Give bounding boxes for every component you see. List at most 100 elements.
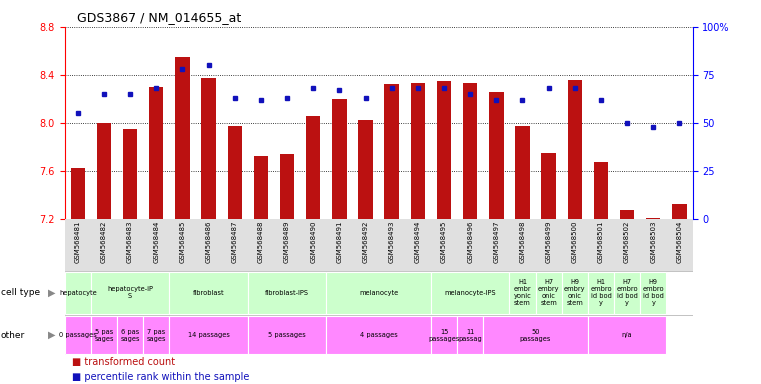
Bar [411, 83, 425, 219]
Text: 0 passages: 0 passages [59, 332, 97, 338]
Text: GSM568498: GSM568498 [520, 220, 526, 263]
Bar [253, 157, 268, 219]
Bar [280, 154, 295, 219]
Bar [228, 126, 242, 219]
Bar [91, 316, 117, 354]
Text: GSM568484: GSM568484 [153, 220, 159, 263]
Bar [437, 81, 451, 219]
Bar [562, 271, 587, 314]
Text: H9
embro
id bod
y: H9 embro id bod y [642, 279, 664, 306]
Text: GSM568481: GSM568481 [75, 220, 81, 263]
Text: GSM568489: GSM568489 [284, 220, 290, 263]
Bar [431, 316, 457, 354]
Text: GSM568493: GSM568493 [389, 220, 395, 263]
Text: GSM568501: GSM568501 [598, 220, 604, 263]
Bar [306, 116, 320, 219]
Text: n/a: n/a [622, 332, 632, 338]
Bar [169, 316, 248, 354]
Bar [326, 271, 431, 314]
Text: GSM568497: GSM568497 [493, 220, 499, 263]
Text: 14 passages: 14 passages [188, 332, 230, 338]
Text: GSM568487: GSM568487 [231, 220, 237, 263]
Text: ▶: ▶ [48, 288, 56, 298]
Text: GSM568491: GSM568491 [336, 220, 342, 263]
Bar [646, 218, 661, 219]
Bar [65, 316, 91, 354]
Text: 7 pas
sages: 7 pas sages [147, 329, 166, 341]
Bar [71, 169, 85, 219]
Text: GDS3867 / NM_014655_at: GDS3867 / NM_014655_at [78, 11, 241, 24]
Text: GSM568499: GSM568499 [546, 220, 552, 263]
Text: GSM568504: GSM568504 [677, 220, 683, 263]
Bar [672, 204, 686, 219]
Text: 5 passages: 5 passages [268, 332, 306, 338]
Text: 50
passages: 50 passages [520, 329, 551, 341]
Bar [358, 121, 373, 219]
Text: GSM568488: GSM568488 [258, 220, 264, 263]
Text: 15
passages: 15 passages [428, 329, 460, 341]
Bar [483, 316, 588, 354]
Text: 11
passag: 11 passag [458, 329, 482, 341]
Text: GSM568503: GSM568503 [650, 220, 656, 263]
Text: other: other [1, 331, 25, 339]
Bar [431, 271, 509, 314]
Text: hepatocyte-iP
S: hepatocyte-iP S [107, 286, 153, 299]
Bar [248, 316, 326, 354]
Text: GSM568486: GSM568486 [205, 220, 212, 263]
Text: GSM568494: GSM568494 [415, 220, 421, 263]
Text: H7
embro
id bod
y: H7 embro id bod y [616, 279, 638, 306]
Bar [588, 316, 667, 354]
Text: GSM568492: GSM568492 [362, 220, 368, 263]
Text: fibroblast-IPS: fibroblast-IPS [265, 290, 309, 296]
Bar [457, 316, 483, 354]
Text: GSM568490: GSM568490 [310, 220, 317, 263]
Bar [91, 271, 170, 314]
Text: GSM568482: GSM568482 [101, 220, 107, 263]
Bar [620, 210, 635, 219]
Text: GSM568496: GSM568496 [467, 220, 473, 263]
Text: H7
embry
onic
stem: H7 embry onic stem [538, 279, 559, 306]
Bar [541, 153, 556, 219]
Bar [515, 126, 530, 219]
Bar [463, 83, 477, 219]
Text: GSM568485: GSM568485 [180, 220, 186, 263]
Bar [489, 92, 504, 219]
Bar [509, 271, 536, 314]
Bar [326, 316, 431, 354]
Bar [117, 316, 143, 354]
Text: fibroblast: fibroblast [193, 290, 224, 296]
Bar [536, 271, 562, 314]
Bar [65, 271, 91, 314]
Bar [588, 271, 614, 314]
Text: ■ transformed count: ■ transformed count [72, 358, 176, 367]
Bar [175, 57, 189, 219]
Bar [169, 271, 248, 314]
Text: H1
embr
yonic
stem: H1 embr yonic stem [514, 279, 531, 306]
Bar [640, 271, 667, 314]
Text: H9
embry
onic
stem: H9 embry onic stem [564, 279, 585, 306]
Text: ▶: ▶ [48, 330, 56, 340]
Text: GSM568495: GSM568495 [441, 220, 447, 263]
Text: melanocyte: melanocyte [359, 290, 398, 296]
Bar [202, 78, 216, 219]
Bar [149, 87, 164, 219]
Text: GSM568502: GSM568502 [624, 220, 630, 263]
Bar [248, 271, 326, 314]
Bar [594, 162, 608, 219]
Text: 5 pas
sages: 5 pas sages [94, 329, 113, 341]
Text: 6 pas
sages: 6 pas sages [120, 329, 140, 341]
Text: GSM568500: GSM568500 [572, 220, 578, 263]
Text: ■ percentile rank within the sample: ■ percentile rank within the sample [72, 372, 250, 382]
Bar [614, 271, 640, 314]
Bar [123, 129, 137, 219]
Text: 4 passages: 4 passages [360, 332, 397, 338]
Text: H1
embro
id bod
y: H1 embro id bod y [590, 279, 612, 306]
Bar [97, 123, 111, 219]
Text: GSM568483: GSM568483 [127, 220, 133, 263]
Text: melanocyte-IPS: melanocyte-IPS [444, 290, 496, 296]
Bar [143, 316, 170, 354]
Bar [568, 80, 582, 219]
Text: hepatocyte: hepatocyte [59, 290, 97, 296]
Bar [332, 99, 346, 219]
Text: cell type: cell type [1, 288, 40, 297]
